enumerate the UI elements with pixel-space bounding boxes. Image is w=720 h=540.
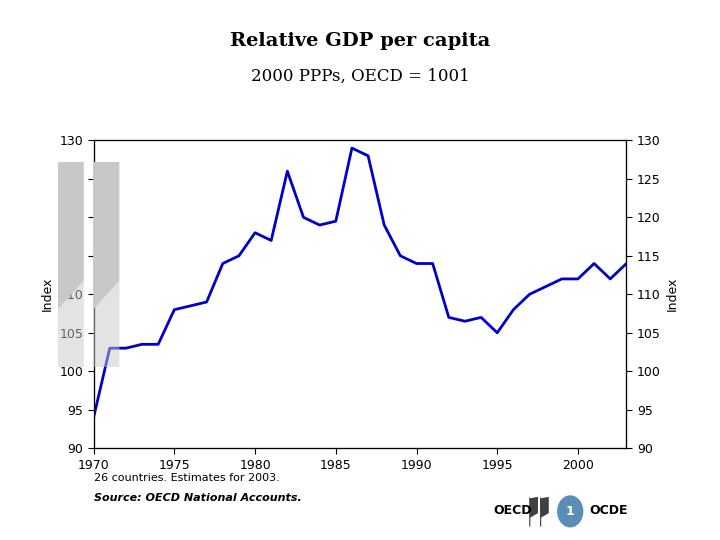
Polygon shape xyxy=(58,281,84,367)
Text: 2000 PPPs, OECD = 1001: 2000 PPPs, OECD = 1001 xyxy=(251,68,469,84)
Polygon shape xyxy=(93,162,120,310)
Y-axis label: Index: Index xyxy=(41,277,54,312)
Polygon shape xyxy=(58,162,84,310)
Text: 1: 1 xyxy=(566,505,575,518)
Text: Source: OECD National Accounts.: Source: OECD National Accounts. xyxy=(94,493,302,503)
Polygon shape xyxy=(529,497,538,526)
Text: OECD: OECD xyxy=(493,504,531,517)
Text: Relative GDP per capita: Relative GDP per capita xyxy=(230,32,490,50)
Polygon shape xyxy=(540,497,549,526)
Circle shape xyxy=(557,495,583,528)
Polygon shape xyxy=(93,281,120,367)
Text: OCDE: OCDE xyxy=(589,504,627,517)
Text: 26 countries. Estimates for 2003.: 26 countries. Estimates for 2003. xyxy=(94,473,279,483)
Y-axis label: Index: Index xyxy=(666,277,679,312)
